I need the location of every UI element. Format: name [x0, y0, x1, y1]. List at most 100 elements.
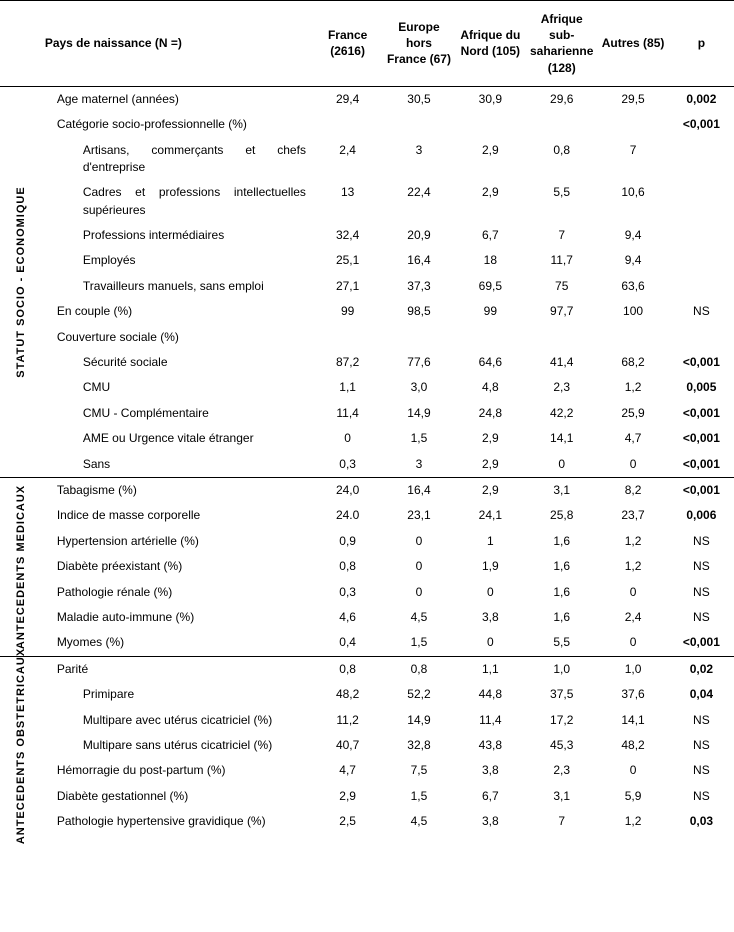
- header-col-0: France (2616): [312, 1, 383, 87]
- table-row: STATUT SOCIO - ECONOMIQUEAge maternel (a…: [0, 86, 734, 112]
- row-label: En couple (%): [43, 299, 312, 324]
- value-cell: 32,8: [383, 733, 454, 758]
- value-cell: 1,1: [455, 656, 526, 682]
- value-cell: 63,6: [597, 274, 668, 299]
- value-cell: 42,2: [526, 401, 597, 426]
- value-cell: 0: [597, 758, 668, 783]
- value-cell: 1,2: [597, 554, 668, 579]
- row-label: Multipare sans utérus cicatriciel (%): [43, 733, 312, 758]
- value-cell: 0,3: [312, 452, 383, 478]
- value-cell: 24.0: [312, 503, 383, 528]
- value-cell: 1,6: [526, 554, 597, 579]
- row-label: Sans: [43, 452, 312, 478]
- row-label: AME ou Urgence vitale étranger: [43, 426, 312, 451]
- section-label-cell: ANTECEDENTS OBSTETRICAUX: [0, 656, 43, 834]
- p-value-cell: 0,006: [669, 503, 734, 528]
- p-value-cell: [669, 180, 734, 223]
- value-cell: 1,9: [455, 554, 526, 579]
- value-cell: 0,9: [312, 529, 383, 554]
- value-cell: 23,7: [597, 503, 668, 528]
- value-cell: 22,4: [383, 180, 454, 223]
- header-section-spacer: [0, 1, 43, 87]
- value-cell: 3,8: [455, 809, 526, 834]
- value-cell: [597, 112, 668, 137]
- table-row: Myomes (%)0,41,505,50<0,001: [0, 630, 734, 656]
- p-value-cell: NS: [669, 299, 734, 324]
- value-cell: 2,3: [526, 375, 597, 400]
- p-value-cell: 0,04: [669, 682, 734, 707]
- table-row: Primipare48,252,244,837,537,60,04: [0, 682, 734, 707]
- section-label-cell: STATUT SOCIO - ECONOMIQUE: [0, 86, 43, 477]
- value-cell: 11,2: [312, 708, 383, 733]
- table-row: Couverture sociale (%): [0, 325, 734, 350]
- value-cell: 5,9: [597, 784, 668, 809]
- table-row: Artisans, commerçants et chefs d'entrepr…: [0, 138, 734, 181]
- value-cell: 44,8: [455, 682, 526, 707]
- value-cell: 14,1: [526, 426, 597, 451]
- value-cell: 24,0: [312, 478, 383, 504]
- value-cell: 8,2: [597, 478, 668, 504]
- value-cell: [312, 112, 383, 137]
- value-cell: 0,8: [312, 656, 383, 682]
- value-cell: 87,2: [312, 350, 383, 375]
- value-cell: 3,1: [526, 784, 597, 809]
- p-value-cell: NS: [669, 708, 734, 733]
- row-label: Employés: [43, 248, 312, 273]
- table-row: Indice de masse corporelle24.023,124,125…: [0, 503, 734, 528]
- value-cell: 25,8: [526, 503, 597, 528]
- value-cell: 7,5: [383, 758, 454, 783]
- p-value-cell: [669, 325, 734, 350]
- value-cell: 13: [312, 180, 383, 223]
- value-cell: 1,2: [597, 529, 668, 554]
- value-cell: 11,4: [455, 708, 526, 733]
- header-col-4: Autres (85): [597, 1, 668, 87]
- value-cell: 0: [526, 452, 597, 478]
- value-cell: 64,6: [455, 350, 526, 375]
- value-cell: 29,4: [312, 86, 383, 112]
- value-cell: 2,9: [455, 138, 526, 181]
- value-cell: 0,4: [312, 630, 383, 656]
- value-cell: 68,2: [597, 350, 668, 375]
- value-cell: 1,2: [597, 809, 668, 834]
- value-cell: 3,0: [383, 375, 454, 400]
- value-cell: 1,6: [526, 529, 597, 554]
- row-label: Hémorragie du post-partum (%): [43, 758, 312, 783]
- value-cell: 0: [597, 580, 668, 605]
- table-row: Catégorie socio-professionnelle (%)<0,00…: [0, 112, 734, 137]
- section-label: ANTECEDENTS OBSTETRICAUX: [15, 647, 27, 843]
- value-cell: 25,1: [312, 248, 383, 273]
- value-cell: 0: [597, 452, 668, 478]
- value-cell: 99: [312, 299, 383, 324]
- row-label: Diabète préexistant (%): [43, 554, 312, 579]
- value-cell: 20,9: [383, 223, 454, 248]
- value-cell: 14,9: [383, 708, 454, 733]
- value-cell: 16,4: [383, 248, 454, 273]
- value-cell: 97,7: [526, 299, 597, 324]
- value-cell: 29,5: [597, 86, 668, 112]
- value-cell: 6,7: [455, 223, 526, 248]
- value-cell: 43,8: [455, 733, 526, 758]
- table-body: STATUT SOCIO - ECONOMIQUEAge maternel (a…: [0, 86, 734, 834]
- header-col-1: Europe hors France (67): [383, 1, 454, 87]
- table-row: Multipare avec utérus cicatriciel (%)11,…: [0, 708, 734, 733]
- value-cell: 6,7: [455, 784, 526, 809]
- p-value-cell: NS: [669, 605, 734, 630]
- row-label: Parité: [43, 656, 312, 682]
- value-cell: 37,5: [526, 682, 597, 707]
- header-row-label: Pays de naissance (N =): [43, 1, 312, 87]
- p-value-cell: [669, 248, 734, 273]
- value-cell: 32,4: [312, 223, 383, 248]
- row-label: CMU: [43, 375, 312, 400]
- value-cell: 4,5: [383, 809, 454, 834]
- value-cell: 18: [455, 248, 526, 273]
- value-cell: 11,7: [526, 248, 597, 273]
- value-cell: 37,3: [383, 274, 454, 299]
- value-cell: 3,1: [526, 478, 597, 504]
- section-label-cell: ANTECEDENTS MEDICAUX: [0, 478, 43, 657]
- row-label: Pathologie rénale (%): [43, 580, 312, 605]
- value-cell: [597, 325, 668, 350]
- p-value-cell: <0,001: [669, 426, 734, 451]
- table-row: Maladie auto-immune (%)4,64,53,81,62,4NS: [0, 605, 734, 630]
- row-label: Tabagisme (%): [43, 478, 312, 504]
- table-row: Diabète gestationnel (%)2,91,56,73,15,9N…: [0, 784, 734, 809]
